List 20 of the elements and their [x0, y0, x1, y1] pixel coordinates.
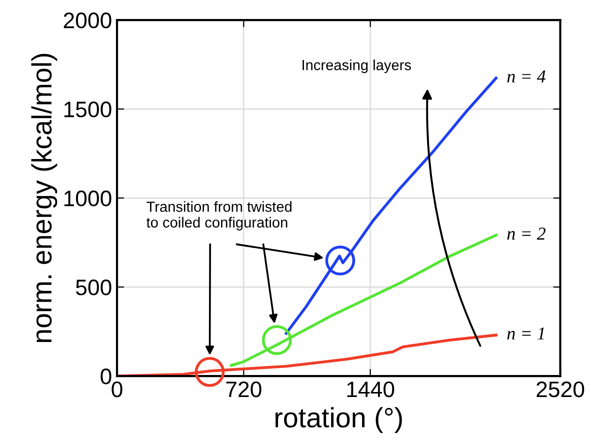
x-axis-title: rotation (°) [276, 407, 402, 434]
y-tick-label: 500 [76, 280, 112, 296]
y-axis-title: norm. energy (kcal/mol) [31, 54, 58, 342]
x-tick-label: 0 [112, 381, 122, 398]
x-tick-label: 2520 [536, 381, 584, 398]
series-label: n = 4 [507, 70, 546, 82]
x-tick-label: 1440 [347, 381, 394, 398]
line-series [230, 234, 498, 367]
point [194, 357, 225, 387]
point [262, 325, 292, 355]
y-tick-label: 1500 [64, 102, 112, 118]
y-tick-label: 2000 [64, 12, 112, 28]
series-label: n = 2 [507, 228, 546, 240]
point [325, 246, 356, 276]
y-tick-label: 1000 [64, 190, 112, 206]
annotation: Transition from twisted to coiled configuration [146, 201, 292, 230]
series-label: n = 1 [507, 328, 544, 340]
x-tick-label: 720 [226, 381, 262, 398]
annotation: Increasing layers [302, 60, 411, 74]
y-tick-label: 0 [100, 368, 112, 384]
